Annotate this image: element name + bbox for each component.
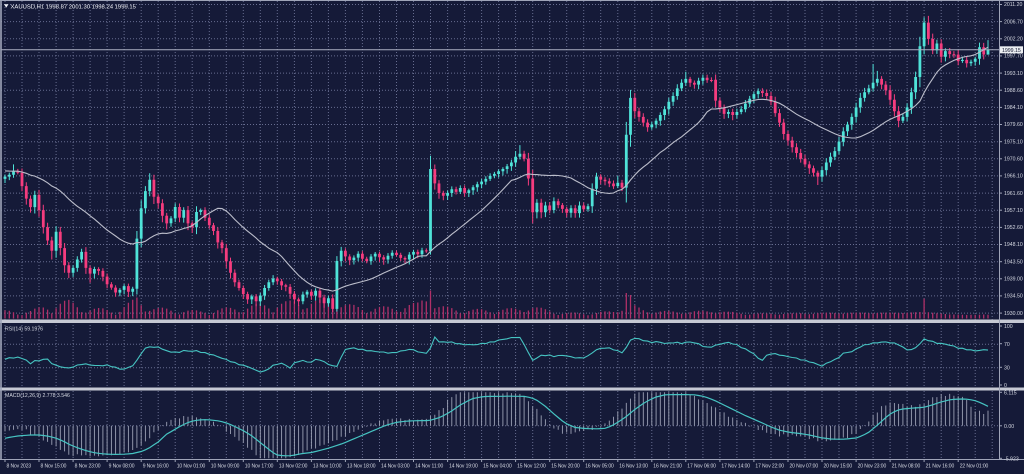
svg-text:1984.10: 1984.10	[1004, 105, 1023, 111]
svg-text:16 Nov 13:00: 16 Nov 13:00	[619, 464, 648, 470]
svg-text:1966.10: 1966.10	[1004, 174, 1023, 180]
svg-text:1939.00: 1939.00	[1004, 277, 1023, 283]
svg-text:1979.60: 1979.60	[1004, 122, 1023, 128]
svg-text:21 Nov 08:00: 21 Nov 08:00	[892, 464, 921, 470]
svg-text:1988.60: 1988.60	[1004, 88, 1023, 94]
svg-text:16 Nov 21:00: 16 Nov 21:00	[653, 464, 682, 470]
svg-text:6.115: 6.115	[1004, 391, 1017, 397]
svg-text:10 Nov 09:00: 10 Nov 09:00	[211, 464, 240, 470]
svg-text:17 Nov 22:00: 17 Nov 22:00	[755, 464, 784, 470]
svg-text:8 Nov 2023: 8 Nov 2023	[7, 464, 32, 470]
svg-text:1930.00: 1930.00	[1004, 311, 1023, 317]
svg-text:15 Nov 04:00: 15 Nov 04:00	[483, 464, 512, 470]
svg-text:1957.10: 1957.10	[1004, 208, 1023, 214]
svg-text:2011.20: 2011.20	[1004, 2, 1022, 8]
svg-text:70: 70	[1004, 342, 1010, 348]
svg-text:8 Nov 15:00: 8 Nov 15:00	[41, 464, 67, 470]
svg-text:1975.10: 1975.10	[1004, 139, 1023, 145]
svg-text:XAUUSD,H1 1998.87 2001.30 199: XAUUSD,H1 1998.87 2001.30 1998.24 1999.1…	[11, 4, 137, 10]
svg-text:21 Nov 16:00: 21 Nov 16:00	[926, 464, 955, 470]
svg-text:30: 30	[1004, 366, 1010, 372]
svg-text:1997.70: 1997.70	[1004, 54, 1023, 60]
svg-text:100: 100	[1004, 324, 1013, 330]
svg-text:13 Nov 10:00: 13 Nov 10:00	[313, 464, 342, 470]
svg-text:10 Nov 17:00: 10 Nov 17:00	[245, 464, 274, 470]
svg-text:22 Nov 01:00: 22 Nov 01:00	[960, 464, 989, 470]
svg-text:1993.10: 1993.10	[1004, 71, 1023, 77]
svg-text:20 Nov 07:00: 20 Nov 07:00	[790, 464, 819, 470]
svg-text:14 Nov 03:00: 14 Nov 03:00	[381, 464, 410, 470]
svg-text:9 Nov 08:00: 9 Nov 08:00	[109, 464, 135, 470]
svg-text:13 Nov 02:00: 13 Nov 02:00	[279, 464, 308, 470]
svg-text:-5.923: -5.923	[1004, 457, 1019, 463]
svg-text:9 Nov 16:00: 9 Nov 16:00	[143, 464, 169, 470]
svg-text:15 Nov 12:00: 15 Nov 12:00	[517, 464, 546, 470]
svg-text:15 Nov 20:00: 15 Nov 20:00	[551, 464, 580, 470]
svg-text:RSI(14) 59.1976: RSI(14) 59.1976	[5, 327, 43, 333]
svg-text:14 Nov 11:00: 14 Nov 11:00	[415, 464, 443, 470]
svg-text:14 Nov 19:00: 14 Nov 19:00	[449, 464, 478, 470]
svg-text:0: 0	[1004, 383, 1007, 389]
svg-text:10 Nov 01:00: 10 Nov 01:00	[177, 464, 206, 470]
svg-text:20 Nov 15:00: 20 Nov 15:00	[824, 464, 853, 470]
svg-text:2002.20: 2002.20	[1004, 37, 1023, 43]
svg-text:13 Nov 18:00: 13 Nov 18:00	[347, 464, 376, 470]
svg-text:2006.70: 2006.70	[1004, 19, 1023, 25]
svg-text:1970.60: 1970.60	[1004, 157, 1023, 163]
svg-text:MACD(12,26,9) 2.778 3.546: MACD(12,26,9) 2.778 3.546	[5, 393, 70, 399]
svg-text:1943.50: 1943.50	[1004, 259, 1023, 265]
svg-text:1999.15: 1999.15	[1002, 48, 1021, 54]
svg-text:20 Nov 23:00: 20 Nov 23:00	[858, 464, 887, 470]
svg-text:17 Nov 06:00: 17 Nov 06:00	[687, 464, 716, 470]
svg-text:16 Nov 05:00: 16 Nov 05:00	[585, 464, 614, 470]
svg-text:1952.60: 1952.60	[1004, 225, 1023, 231]
svg-text:17 Nov 14:00: 17 Nov 14:00	[721, 464, 750, 470]
svg-text:1961.60: 1961.60	[1004, 191, 1023, 197]
svg-text:1948.10: 1948.10	[1004, 242, 1023, 248]
svg-text:8 Nov 23:00: 8 Nov 23:00	[75, 464, 101, 470]
svg-text:0.00: 0.00	[1004, 424, 1014, 430]
svg-text:1934.50: 1934.50	[1004, 294, 1023, 300]
